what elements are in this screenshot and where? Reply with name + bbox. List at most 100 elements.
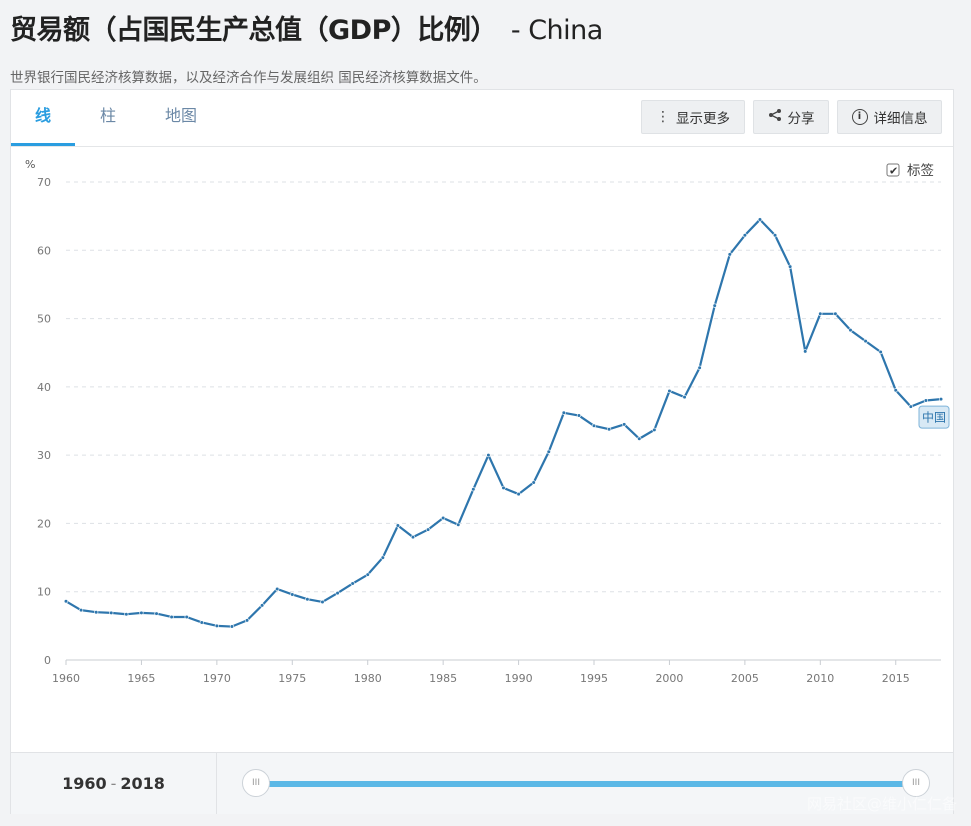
x-tick-label: 1975	[278, 672, 306, 685]
data-point	[78, 608, 84, 613]
data-point	[531, 480, 536, 485]
y-tick-label: 70	[37, 176, 51, 189]
range-label: 1960-2018	[11, 753, 217, 814]
chart-tabs: 线 柱 地图 ⋮ 显示更多 分享 i 详细信息	[11, 90, 953, 147]
labels-toggle[interactable]: ✔ 标签	[886, 162, 935, 179]
series-line-group	[65, 218, 942, 628]
data-point	[561, 410, 566, 415]
labels-checkbox[interactable]	[886, 163, 900, 177]
data-point	[697, 365, 702, 370]
x-tick-label: 1985	[429, 672, 457, 685]
x-tick-label: 1965	[127, 672, 155, 685]
series-label-box	[918, 405, 950, 429]
data-point	[667, 388, 672, 394]
range-track[interactable]	[256, 781, 916, 787]
data-point	[546, 449, 551, 454]
data-point	[290, 592, 295, 597]
show-more-button[interactable]: ⋮ 显示更多	[641, 100, 745, 134]
data-point	[350, 581, 355, 586]
data-point	[501, 485, 506, 491]
time-range-slider: 1960-2018 III III	[11, 752, 953, 814]
chart-panel: 线 柱 地图 ⋮ 显示更多 分享 i 详细信息 % 0 10 20 30 40 50 60 7…	[10, 89, 954, 814]
data-point	[908, 404, 913, 409]
data-point	[682, 395, 687, 400]
series-label-text: 中国	[922, 410, 946, 425]
data-points	[63, 217, 944, 629]
data-point	[938, 397, 944, 402]
data-point	[260, 603, 265, 608]
range-end: 2018	[120, 774, 165, 793]
x-tick-label: 1995	[580, 672, 608, 685]
data-point	[229, 624, 235, 629]
data-point	[320, 599, 325, 605]
data-point	[803, 349, 808, 354]
data-point	[878, 349, 883, 355]
data-point	[184, 614, 189, 620]
range-end-handle[interactable]: III	[902, 769, 930, 797]
data-point	[335, 590, 340, 596]
x-tick-label: 1980	[354, 672, 382, 685]
data-point	[607, 427, 612, 432]
checkmark-icon: ✔	[889, 165, 898, 178]
tab-map[interactable]: 地图	[164, 106, 197, 125]
data-point	[139, 610, 144, 615]
y-tick-label: 20	[37, 517, 51, 530]
y-tick-labels: 0 10 20 30 40 50 60 70	[37, 176, 51, 667]
data-point	[486, 453, 491, 458]
data-point	[214, 623, 219, 628]
y-tick-label: 0	[44, 654, 51, 667]
tab-line[interactable]: 线	[11, 90, 75, 146]
range-separator: -	[110, 774, 117, 793]
indicator-title: 贸易额（占国民生产总值（GDP）比例）	[10, 15, 497, 46]
data-point	[818, 311, 823, 316]
source-subtitle: 世界银行国民经济核算数据，以及经济合作与发展组织 国民经济核算数据文件。	[10, 70, 487, 86]
data-point	[757, 217, 763, 222]
vertical-dots-icon: ⋮	[656, 109, 670, 125]
data-point	[712, 303, 717, 308]
x-tick-label: 2010	[806, 672, 834, 685]
data-point	[441, 515, 446, 521]
data-point	[410, 534, 416, 540]
data-point	[727, 252, 732, 257]
y-tick-label: 60	[37, 244, 51, 257]
data-point	[244, 618, 250, 623]
data-point	[365, 572, 370, 577]
data-point	[742, 233, 747, 238]
y-tick-label: 10	[37, 586, 51, 599]
data-point	[275, 586, 280, 592]
data-point	[848, 328, 853, 333]
share-button[interactable]: 分享	[753, 100, 829, 134]
data-point	[923, 398, 929, 403]
x-tick-label: 1960	[52, 672, 80, 685]
data-point	[788, 264, 793, 269]
tab-bar[interactable]: 柱	[99, 106, 116, 125]
data-point	[199, 620, 204, 625]
page-title: 贸易额（占国民生产总值（GDP）比例） - China	[10, 8, 603, 47]
data-point	[154, 611, 159, 616]
range-start-handle[interactable]: III	[242, 769, 270, 797]
data-point	[305, 597, 310, 602]
data-point	[637, 436, 642, 441]
data-point	[109, 610, 114, 615]
x-tick-label: 2005	[731, 672, 759, 685]
data-point	[169, 614, 174, 620]
y-axis-unit: %	[25, 158, 35, 171]
data-point	[456, 522, 461, 527]
data-point	[833, 311, 838, 316]
x-tick-label: 2015	[882, 672, 910, 685]
x-tick-labels: 1960 1965 1970 1975 1980 1985 1990 1995 2000 2005…	[52, 660, 910, 685]
data-point	[772, 233, 778, 238]
country-suffix: - China	[510, 15, 603, 46]
data-point	[863, 339, 868, 344]
show-more-label: 显示更多	[676, 111, 730, 127]
info-icon: i	[851, 109, 868, 125]
details-button[interactable]: i 详细信息	[837, 100, 942, 134]
y-tick-label: 30	[37, 449, 51, 462]
range-start: 1960	[62, 774, 107, 793]
series-line	[65, 218, 942, 628]
share-icon	[768, 108, 782, 126]
watermark: 网易社区@维小仁仁备	[806, 795, 957, 813]
data-point	[652, 427, 657, 432]
y-tick-label: 50	[37, 313, 51, 326]
